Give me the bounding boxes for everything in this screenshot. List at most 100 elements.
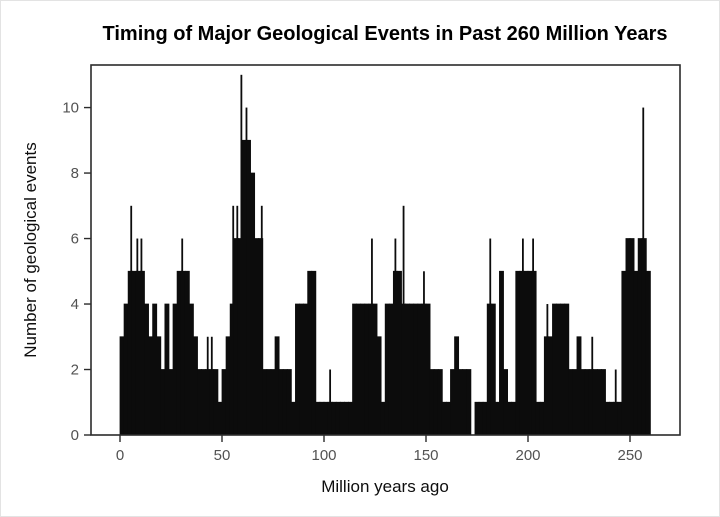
y-tick-label: 6: [71, 231, 79, 248]
histogram-bar: [201, 369, 207, 436]
histogram-bar: [560, 303, 566, 436]
histogram-bar: [290, 401, 296, 436]
histogram-spike: [642, 107, 645, 239]
histogram-bar: [584, 369, 590, 436]
histogram-bar: [205, 369, 211, 436]
histogram-bar: [454, 336, 460, 436]
histogram-bar: [601, 369, 606, 436]
histogram-bar: [229, 303, 235, 436]
histogram-bar: [621, 270, 627, 436]
plot-area: 0 50 100 150 200 250 0 2 4 6 8 10: [62, 64, 681, 464]
histogram-bar: [172, 303, 178, 436]
histogram-spike: [181, 238, 184, 272]
histogram-bar: [213, 369, 219, 436]
histogram-bar: [197, 369, 203, 436]
histogram-bar: [445, 401, 451, 436]
histogram-bar: [458, 369, 464, 436]
histogram-bar: [596, 369, 602, 436]
histogram-bar: [237, 238, 243, 436]
histogram-bar: [217, 401, 223, 436]
histogram-bar: [568, 369, 574, 436]
histogram-bar: [637, 238, 643, 436]
histogram-bar: [307, 270, 313, 436]
histogram-bar: [605, 401, 611, 436]
x-tick-label: 250: [617, 447, 642, 464]
histogram-bar: [282, 369, 288, 436]
x-tick-label: 200: [515, 447, 540, 464]
histogram-bar: [466, 369, 472, 436]
histogram-bar: [135, 270, 141, 436]
histogram-bar: [335, 401, 341, 436]
histogram-bar: [250, 172, 256, 436]
histogram-bar: [270, 369, 276, 436]
histogram-bar: [278, 369, 284, 436]
histogram-spike: [532, 238, 534, 272]
histogram-bar: [274, 336, 280, 436]
histogram-bar: [295, 303, 300, 436]
histogram-bar: [131, 270, 137, 436]
histogram-bar: [482, 401, 488, 436]
histogram-bar: [511, 401, 517, 436]
histogram-bar: [429, 369, 435, 436]
histogram-bar: [299, 303, 304, 436]
y-tick-label: 8: [71, 165, 79, 182]
histogram-bar: [629, 238, 635, 436]
histogram-bar: [254, 238, 260, 436]
histogram-spike: [402, 205, 405, 305]
histogram-bar: [588, 369, 594, 436]
histogram-bar: [543, 336, 549, 436]
histogram-bar: [437, 369, 443, 436]
histogram-bar: [548, 336, 553, 436]
histogram-bar: [176, 270, 182, 436]
histogram-bar: [413, 303, 419, 436]
histogram-bar: [490, 303, 496, 436]
histogram-bar: [209, 369, 215, 436]
histogram-bar: [384, 303, 390, 436]
histogram-bar: [246, 139, 251, 436]
y-axis-title: Number of geological events: [21, 142, 40, 357]
histogram-spike: [260, 205, 263, 239]
histogram-bar: [441, 401, 447, 436]
histogram-bar: [405, 303, 411, 436]
histogram-bar: [425, 303, 431, 436]
histogram-spike: [240, 74, 243, 239]
histogram-bar: [303, 303, 309, 436]
histogram-bar: [617, 401, 623, 436]
histogram-bar: [368, 303, 374, 436]
histogram-spike: [206, 336, 209, 370]
histogram-spike: [329, 369, 332, 403]
histogram-bar: [168, 369, 174, 436]
histogram-bar: [397, 270, 402, 436]
histogram-spike: [232, 205, 235, 305]
histogram-bar: [241, 139, 247, 436]
histogram-bar: [356, 303, 362, 436]
histogram-bar: [323, 401, 329, 436]
histogram-bar: [645, 270, 651, 436]
histogram-bar: [592, 369, 598, 436]
histogram-bar: [527, 270, 533, 436]
histogram-bar: [433, 369, 439, 436]
histogram-bar: [523, 270, 529, 436]
plot-border: [90, 64, 681, 436]
histogram-bar: [519, 270, 525, 436]
y-tick-label: 2: [71, 362, 79, 379]
x-tick-label: 0: [116, 447, 124, 464]
histogram-bar: [556, 303, 562, 436]
histogram-bar: [421, 303, 427, 436]
histogram-bar: [450, 369, 455, 436]
histogram-bar: [319, 401, 325, 436]
histogram-bar: [641, 238, 647, 436]
histogram-bar: [123, 303, 129, 436]
histogram-bar: [409, 303, 415, 436]
histogram-bar: [552, 303, 557, 436]
x-axis-title: Million years ago: [321, 477, 449, 496]
histogram-spike: [245, 107, 248, 141]
histogram-bar: [348, 401, 353, 436]
histogram-bar: [535, 401, 541, 436]
histogram-bar: [531, 270, 537, 436]
histogram-bar: [580, 369, 586, 436]
y-tick-label: 0: [71, 427, 79, 444]
histogram-bar: [474, 401, 480, 436]
histogram-spike: [489, 238, 492, 305]
x-tick-label: 150: [413, 447, 438, 464]
